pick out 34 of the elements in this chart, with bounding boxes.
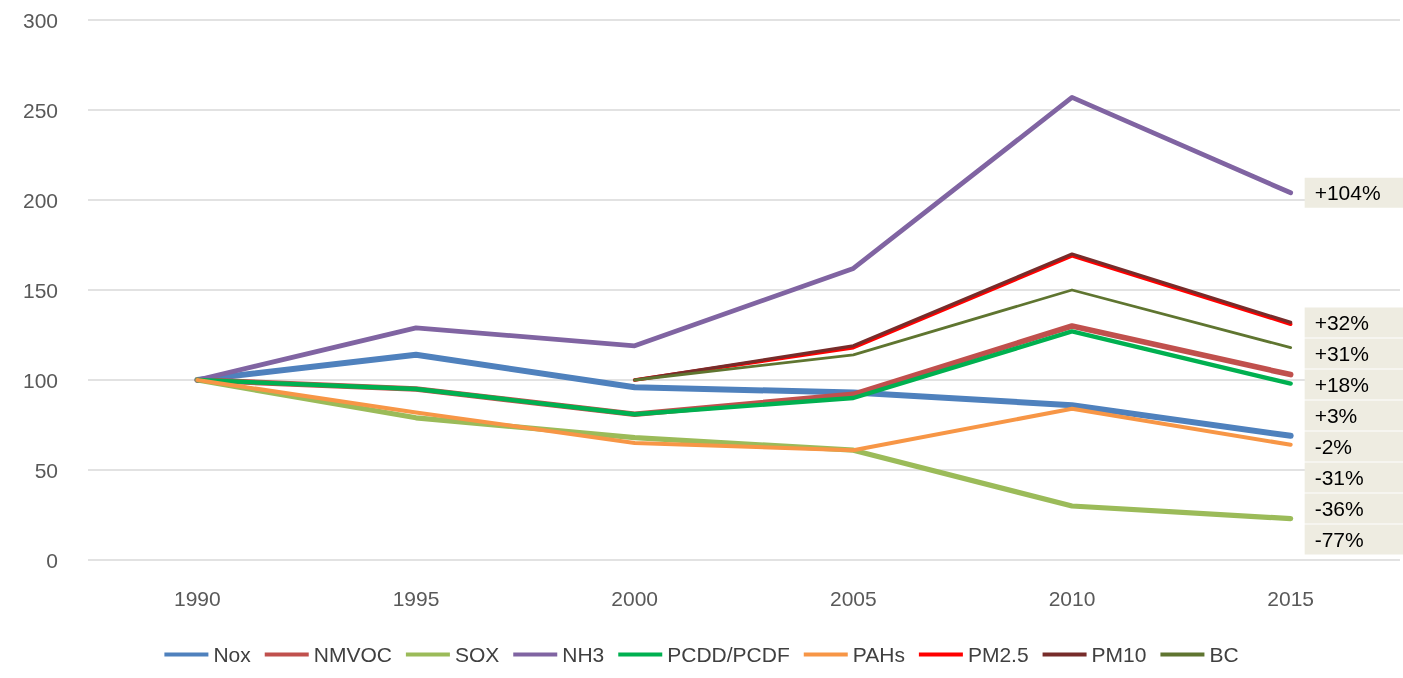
legend-label: PM10 bbox=[1091, 643, 1147, 666]
annotation: +3% bbox=[1314, 403, 1358, 427]
y-tick-label: 250 bbox=[22, 98, 58, 122]
y-tick-label: 100 bbox=[22, 368, 58, 392]
y-tick-label: 150 bbox=[22, 278, 58, 302]
x-tick-label: 2010 bbox=[1048, 587, 1096, 610]
line-series bbox=[633, 288, 1293, 382]
annotation: +31% bbox=[1314, 341, 1369, 365]
x-tick-label: 1995 bbox=[392, 587, 440, 610]
legend-label: Nox bbox=[213, 643, 252, 666]
line-series bbox=[194, 95, 1294, 383]
legend-label: SOX bbox=[454, 643, 500, 666]
y-tick-label: 50 bbox=[34, 458, 58, 482]
annotation: -77% bbox=[1314, 527, 1364, 551]
legend-label: NH3 bbox=[562, 643, 605, 666]
x-tick-label: 2000 bbox=[611, 587, 659, 610]
annotation: -31% bbox=[1314, 465, 1364, 489]
y-tick-label: 300 bbox=[22, 8, 58, 32]
annotation: -36% bbox=[1314, 496, 1364, 520]
y-tick-label: 0 bbox=[46, 548, 58, 572]
x-tick-label: 2015 bbox=[1267, 587, 1315, 610]
x-tick-label: 1990 bbox=[173, 587, 221, 610]
annotation: +104% bbox=[1314, 181, 1381, 205]
legend-label: BC bbox=[1209, 643, 1239, 666]
annotation: -2% bbox=[1314, 434, 1353, 458]
annotation: +32% bbox=[1314, 310, 1369, 334]
legend-label: PM2.5 bbox=[967, 643, 1029, 666]
x-tick-label: 2005 bbox=[829, 587, 877, 610]
legend-label: PCDD/PCDF bbox=[667, 643, 790, 666]
annotation: +18% bbox=[1314, 372, 1369, 396]
line-series bbox=[195, 378, 1293, 453]
y-tick-label: 200 bbox=[22, 188, 58, 212]
legend-label: PAHs bbox=[852, 643, 905, 666]
legend-label: NMVOC bbox=[313, 643, 392, 666]
